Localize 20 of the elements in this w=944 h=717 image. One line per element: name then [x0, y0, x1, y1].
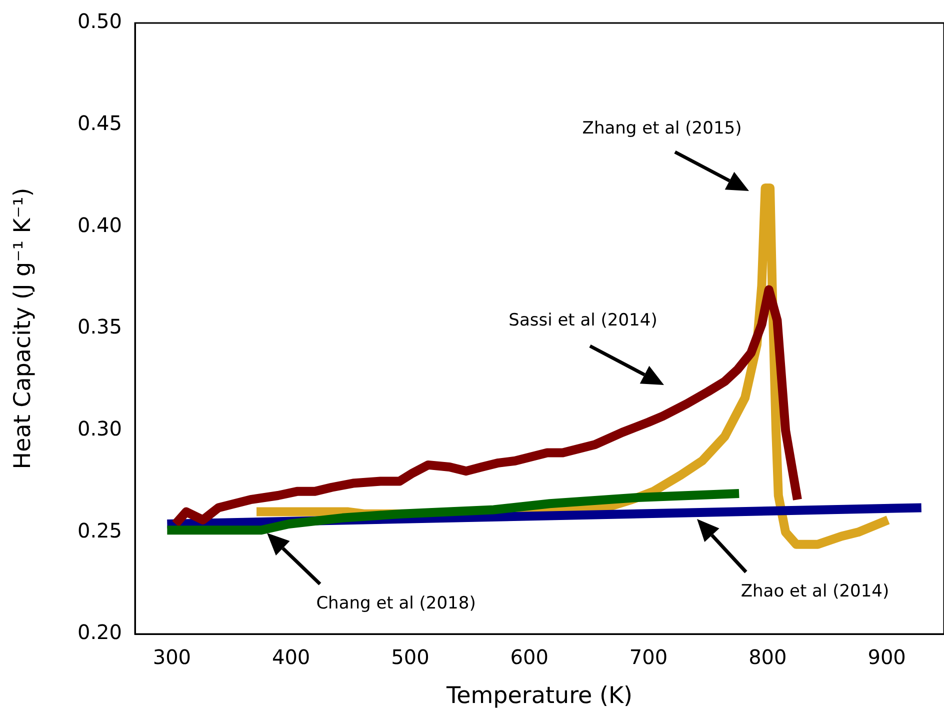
y-tick-label: 0.35	[77, 314, 122, 339]
annotation: Zhao et al (2014)	[740, 581, 890, 602]
x-tick-label: 300	[152, 645, 192, 670]
y-tick-label: 0.30	[77, 416, 122, 441]
y-tick-label: 0.50	[77, 9, 122, 34]
y-axis-title: Heat Capacity (J g⁻¹ K⁻¹)	[10, 188, 36, 470]
x-tick-label: 700	[629, 645, 668, 670]
x-tick-label: 400	[272, 645, 310, 670]
y-tick-label: 0.20	[77, 620, 122, 644]
x-tick-label: 800	[748, 645, 787, 670]
x-axis-title: Temperature (K)	[445, 683, 633, 710]
y-tick-label: 0.40	[77, 212, 122, 237]
annotation: Zhang et al (2015)	[582, 118, 742, 138]
y-tick-label: 0.45	[77, 111, 122, 136]
annotation: Chang et al (2018)	[316, 593, 476, 614]
annotation: Sassi et al (2014)	[508, 310, 658, 330]
x-tick-label: 600	[510, 645, 548, 670]
y-tick-label: 0.25	[77, 518, 122, 542]
x-tick-label: 500	[391, 645, 430, 670]
x-tick-label: 900	[868, 645, 906, 670]
